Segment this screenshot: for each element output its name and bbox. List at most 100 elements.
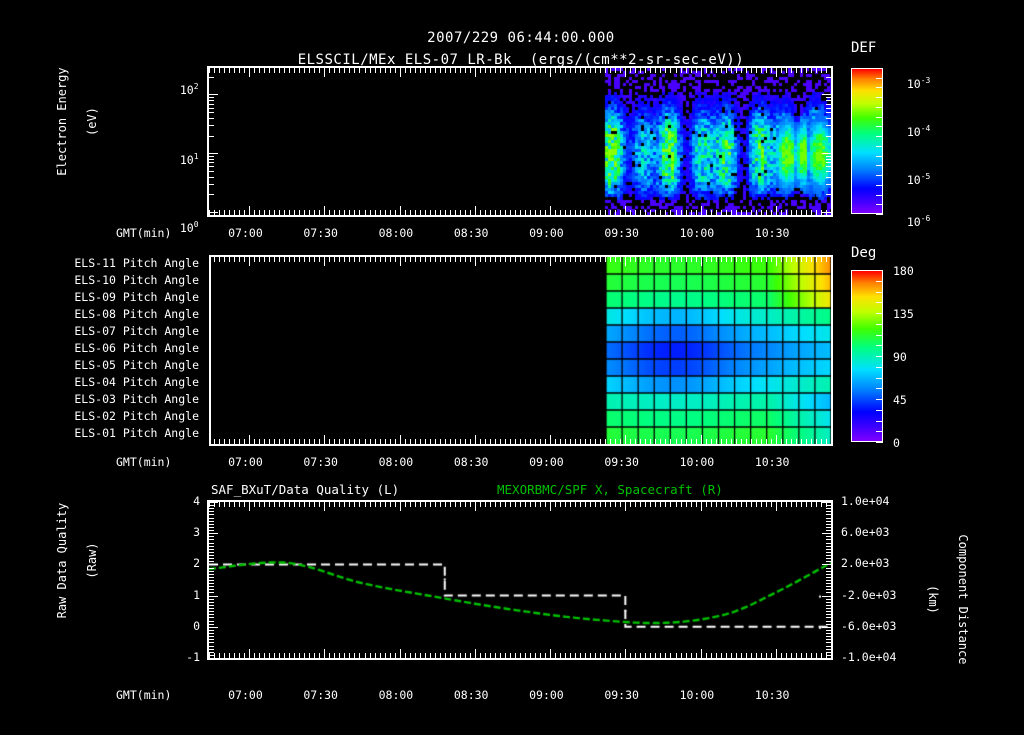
axis-tick [610, 68, 612, 73]
axis-tick [805, 68, 807, 73]
axis-tick [274, 502, 276, 507]
colorbar-tick [876, 377, 883, 379]
panel3-ytick-right-2: 2.0e+03 [841, 556, 890, 571]
axis-tick [826, 614, 831, 616]
axis-tick [535, 257, 537, 262]
panel-electron-energy-spectrogram[interactable] [207, 66, 833, 217]
axis-tick [826, 580, 831, 581]
axis-tick [530, 653, 532, 658]
colorbar-tick [876, 184, 883, 186]
panel-pitch-angle[interactable] [209, 255, 833, 446]
axis-tick [610, 502, 612, 507]
axis-tick [319, 68, 321, 73]
axis-tick [394, 68, 396, 73]
axis-tick [259, 210, 261, 215]
axis-tick [740, 210, 742, 215]
colorbar-tick [876, 126, 883, 128]
axis-tick [494, 502, 496, 507]
axis-tick [239, 210, 241, 215]
axis-tick [259, 653, 261, 658]
axis-tick [630, 502, 632, 507]
axis-tick [299, 68, 301, 73]
axis-tick [695, 257, 697, 262]
axis-tick [214, 502, 216, 507]
axis-tick [234, 210, 236, 215]
line-plot-canvas[interactable] [209, 502, 831, 658]
axis-tick [379, 68, 381, 73]
axis-tick [826, 626, 831, 628]
colorbar-tick [876, 106, 883, 108]
axis-tick [630, 439, 632, 444]
axis-tick [264, 257, 266, 262]
axis-tick [459, 210, 461, 215]
axis-tick [615, 257, 617, 262]
axis-tick [785, 502, 787, 507]
axis-tick [740, 653, 742, 658]
axis-tick [655, 68, 657, 73]
axis-tick [735, 502, 737, 507]
axis-tick [399, 68, 401, 77]
axis-tick [209, 135, 214, 137]
axis-tick [675, 68, 677, 73]
axis-tick [605, 210, 607, 215]
axis-tick [700, 257, 702, 266]
axis-tick [750, 210, 752, 215]
pitch-angle-canvas[interactable] [211, 257, 831, 444]
axis-tick [244, 439, 246, 444]
axis-tick [826, 112, 831, 114]
axis-tick [509, 210, 511, 215]
axis-tick [454, 68, 456, 73]
axis-tick [424, 257, 426, 262]
axis-tick [710, 653, 712, 658]
spectrogram-canvas[interactable] [209, 68, 831, 215]
axis-tick [730, 257, 732, 262]
axis-tick [805, 439, 807, 444]
axis-tick [685, 257, 687, 262]
axis-tick [655, 439, 657, 444]
axis-tick [209, 194, 214, 196]
axis-tick [585, 502, 587, 507]
axis-tick [244, 68, 246, 73]
axis-tick [209, 542, 214, 544]
axis-tick [545, 502, 547, 507]
axis-tick [209, 583, 214, 585]
axis-tick [675, 653, 677, 658]
axis-tick [826, 523, 831, 525]
axis-tick [234, 257, 236, 262]
axis-tick [690, 210, 692, 215]
colorbar-def[interactable] [851, 68, 883, 214]
axis-tick [826, 166, 831, 168]
axis-tick [770, 439, 772, 444]
axis-tick [720, 653, 722, 658]
axis-tick [294, 210, 296, 215]
axis-tick [374, 68, 376, 73]
panel2-row-label-8: ELS-08 Pitch Angle [74, 306, 199, 321]
axis-tick [419, 502, 421, 507]
axis-tick [444, 68, 446, 73]
axis-tick [224, 257, 226, 262]
axis-tick [299, 439, 301, 444]
axis-tick [745, 653, 747, 658]
axis-tick [685, 68, 687, 73]
axis-tick [826, 176, 831, 178]
axis-tick [419, 210, 421, 215]
axis-tick [831, 502, 832, 507]
axis-tick [244, 502, 246, 507]
axis-tick [209, 551, 214, 553]
panel-data-quality[interactable] [207, 500, 833, 660]
axis-tick [209, 526, 214, 528]
axis-tick [790, 210, 792, 215]
axis-tick [304, 502, 306, 507]
axis-tick [545, 257, 547, 262]
axis-tick [209, 76, 214, 78]
axis-tick [424, 653, 426, 658]
axis-tick [264, 502, 266, 507]
axis-tick [319, 653, 321, 658]
axis-tick [409, 439, 411, 444]
panel1-ytick-1: 100 [179, 220, 199, 235]
axis-tick [560, 210, 562, 215]
colorbar-tick [876, 313, 883, 314]
axis-tick [665, 502, 667, 507]
axis-tick [514, 653, 516, 658]
axis-tick [209, 170, 214, 172]
